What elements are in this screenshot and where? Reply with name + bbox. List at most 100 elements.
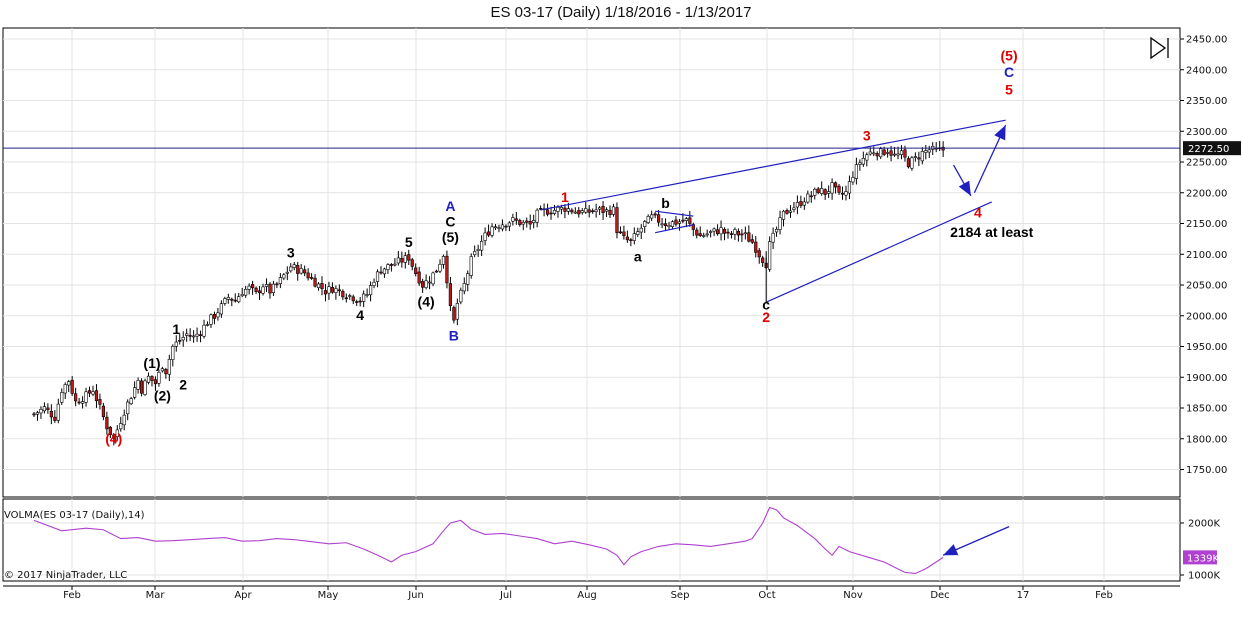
- candle-body: [480, 241, 484, 251]
- candle-body: [788, 210, 793, 213]
- candle-body: [188, 335, 192, 337]
- candle-body: [768, 241, 772, 270]
- x-tick-label: May: [318, 590, 339, 601]
- y-tick-label: 1800.00: [1186, 434, 1227, 445]
- candle-body: [105, 416, 109, 430]
- candle-body: [146, 375, 151, 383]
- candle-body: [688, 217, 692, 224]
- volume-pane-border: [2, 498, 1181, 582]
- candle-body: [344, 297, 348, 300]
- candle-body: [896, 153, 900, 156]
- candle-body: [525, 220, 529, 223]
- candle-body: [424, 280, 428, 288]
- candle-body: [754, 241, 758, 253]
- candle-body: [63, 384, 67, 394]
- candle-body: [129, 398, 133, 405]
- candle-body: [254, 287, 258, 292]
- candle-body: [466, 273, 470, 285]
- candle-body: [705, 233, 709, 236]
- candle-body: [813, 188, 817, 196]
- candle-body: [91, 391, 95, 395]
- candle-body: [261, 286, 265, 294]
- candle-body: [584, 208, 588, 213]
- candle-body: [650, 214, 654, 219]
- candle-body: [56, 403, 60, 421]
- candle-body: [445, 255, 449, 284]
- candle-body: [865, 154, 869, 161]
- candle-body: [285, 271, 289, 274]
- wave-label: (5): [442, 229, 459, 245]
- candle-body: [493, 226, 498, 229]
- x-tick-label: Jun: [407, 590, 424, 601]
- candle-body: [192, 335, 196, 338]
- wave-label: 2184 at least: [950, 224, 1034, 240]
- candle-body: [209, 314, 213, 325]
- candle-body: [761, 257, 765, 263]
- candle-body: [719, 227, 723, 235]
- candle-body: [389, 264, 394, 266]
- candle-body: [379, 271, 383, 274]
- y-tick-label: 1750.00: [1186, 465, 1227, 476]
- candle-body: [840, 192, 845, 195]
- y-tick-label: 2450.00: [1186, 35, 1227, 46]
- candle-body: [604, 209, 609, 212]
- candle-body: [844, 191, 848, 196]
- x-tick-label: 17: [1017, 590, 1030, 601]
- candle-body: [740, 233, 744, 236]
- candle-body: [528, 221, 532, 225]
- candle-body: [251, 284, 255, 289]
- wave-label: 3: [287, 244, 295, 260]
- candle-body: [837, 185, 841, 193]
- candle-body: [244, 288, 248, 296]
- candle-body: [153, 379, 158, 385]
- candle-body: [334, 288, 338, 293]
- candle-body: [799, 201, 803, 206]
- candle-body: [566, 208, 570, 212]
- candle-body: [160, 368, 164, 372]
- candle-body: [507, 222, 511, 227]
- overlay-layer: [3, 119, 1180, 303]
- candle-body: [625, 236, 629, 241]
- candle-body: [712, 228, 716, 232]
- candle-body: [910, 157, 914, 169]
- candle-body: [573, 211, 577, 214]
- candle-body: [667, 225, 671, 227]
- candle-body: [476, 249, 480, 251]
- candle-body: [886, 152, 890, 154]
- candle-body: [629, 239, 633, 242]
- y-tick-label: 2000.00: [1186, 311, 1227, 322]
- candle-body: [677, 221, 682, 224]
- candle-body: [67, 381, 71, 386]
- wave-label: (4): [105, 431, 122, 447]
- candle-body: [205, 324, 210, 326]
- candle-body: [820, 188, 824, 194]
- candle-body: [872, 152, 876, 155]
- candle-body: [594, 209, 598, 213]
- candle-body: [46, 407, 50, 410]
- candle-body: [417, 271, 421, 284]
- candle-body: [386, 264, 390, 270]
- candle-body: [670, 221, 675, 227]
- candle-body: [223, 298, 227, 304]
- y-tick-label: 2200.00: [1186, 188, 1227, 199]
- candle-body: [247, 285, 251, 290]
- candle-body: [521, 222, 525, 225]
- candle-body: [545, 209, 550, 215]
- candle-body: [382, 268, 387, 275]
- y-tick-label: 2150.00: [1186, 219, 1227, 230]
- arrow-head: [994, 125, 1006, 141]
- wave-label: (4): [418, 294, 435, 310]
- last-price-label: 2272.50: [1188, 144, 1229, 155]
- candle-body: [271, 283, 276, 293]
- volume-tick-label: 1000K: [1188, 571, 1220, 582]
- pane-toggle-icon[interactable]: [1150, 36, 1169, 60]
- candle-body: [771, 232, 775, 243]
- chart-title: ES 03-17 (Daily) 1/18/2016 - 1/13/2017: [490, 4, 752, 21]
- candle-body: [438, 263, 442, 272]
- candle-body: [747, 232, 751, 242]
- candle-body: [802, 201, 806, 206]
- wave-label: b: [661, 195, 670, 211]
- candle-body: [275, 283, 279, 286]
- candle-body: [733, 229, 737, 235]
- candle-body: [323, 290, 328, 295]
